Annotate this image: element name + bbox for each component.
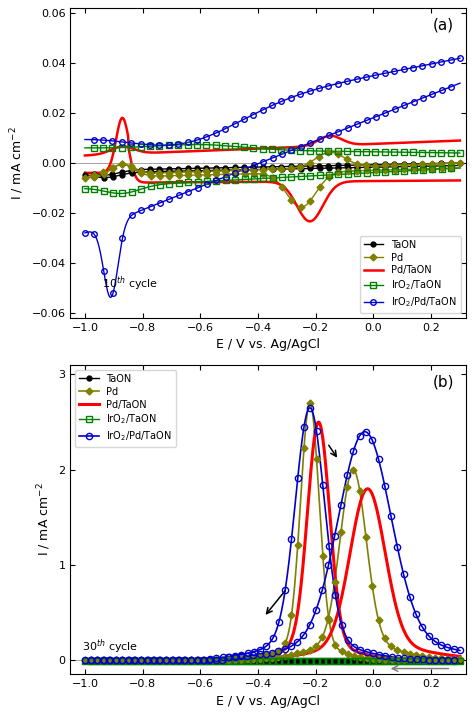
Text: (b): (b) <box>432 374 454 390</box>
Legend: TaON, Pd, Pd/TaON, IrO$_2$/TaON, IrO$_2$/Pd/TaON: TaON, Pd, Pd/TaON, IrO$_2$/TaON, IrO$_2$… <box>75 369 176 447</box>
Y-axis label: I / mA cm$^{-2}$: I / mA cm$^{-2}$ <box>36 483 53 556</box>
Text: 30$^{th}$ cycle: 30$^{th}$ cycle <box>82 637 138 656</box>
Text: 10$^{th}$ cycle: 10$^{th}$ cycle <box>102 274 158 293</box>
X-axis label: E / V vs. Ag/AgCl: E / V vs. Ag/AgCl <box>216 695 320 707</box>
X-axis label: E / V vs. Ag/AgCl: E / V vs. Ag/AgCl <box>216 338 320 351</box>
Y-axis label: I / mA cm$^{-2}$: I / mA cm$^{-2}$ <box>9 126 26 200</box>
Text: (a): (a) <box>433 18 454 33</box>
Legend: TaON, Pd, Pd/TaON, IrO$_2$/TaON, IrO$_2$/Pd/TaON: TaON, Pd, Pd/TaON, IrO$_2$/TaON, IrO$_2$… <box>360 236 461 313</box>
